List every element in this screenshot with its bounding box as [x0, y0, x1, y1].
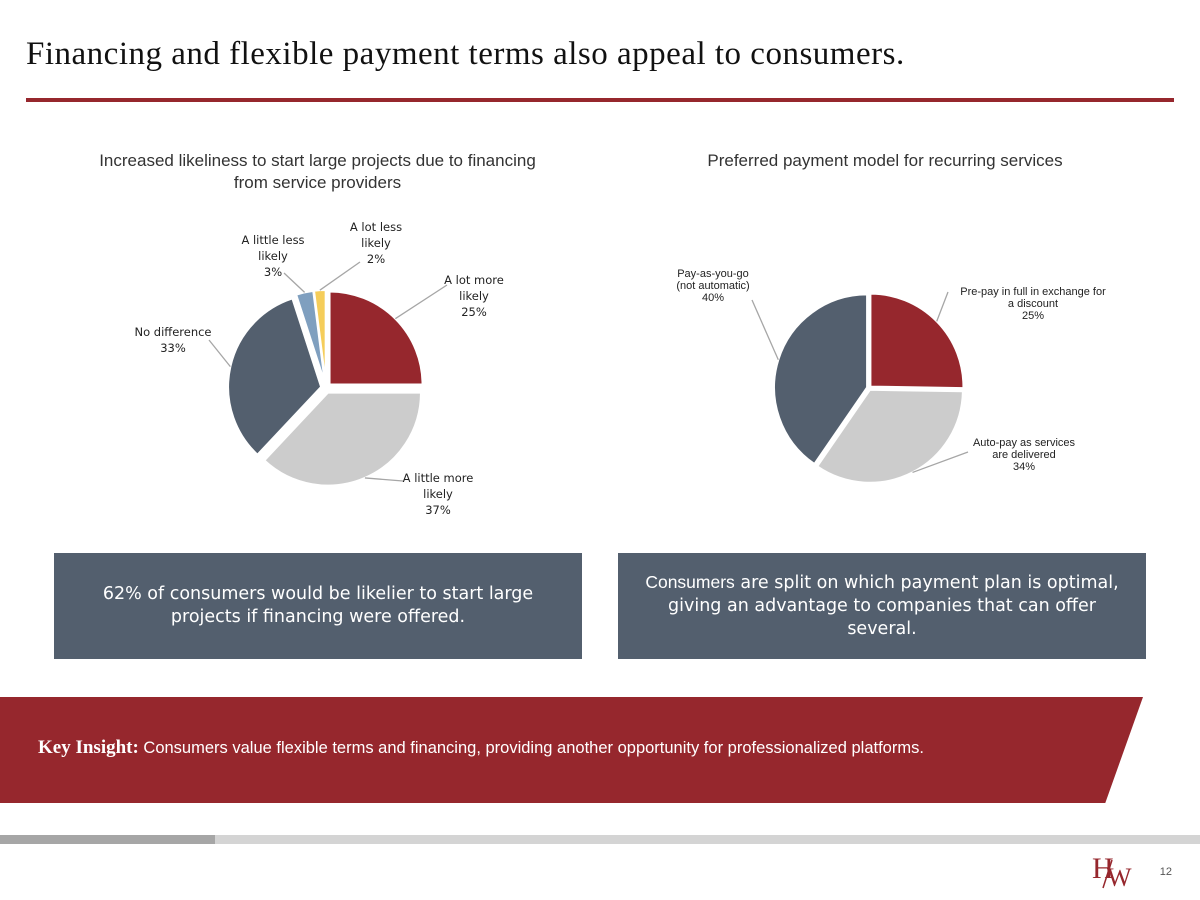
leader-line	[936, 291, 949, 322]
leader-line	[283, 272, 306, 293]
financing-callout: 62% of consumers would be likelier to st…	[54, 553, 582, 659]
chart2-title: Preferred payment model for recurring se…	[707, 151, 1063, 170]
slice-label: Pay-as-you-go (not automatic) 40%	[676, 268, 749, 304]
company-logo: H W	[1092, 852, 1132, 890]
chart1-title: Increased likeliness to start large proj…	[99, 151, 536, 192]
slice-label: A little less likely 3%	[241, 233, 304, 279]
payment-callout-lead: Consumers	[645, 572, 735, 592]
svg-text:H: H	[1092, 852, 1114, 885]
slice-label: A little more likely 37%	[403, 471, 474, 517]
financing-pie-chart: A lot more likely 25% A little more likely 37…	[134, 220, 504, 517]
slide-title: Financing and flexible payment terms als…	[26, 36, 905, 72]
key-insight-label: Key Insight:	[38, 737, 139, 758]
footer-bar-light	[215, 835, 1200, 844]
pie-slice	[869, 292, 965, 390]
pie-slice	[227, 297, 323, 457]
payment-callout-text: Consumers are split on which payment pla…	[638, 571, 1126, 641]
pie-slice	[312, 289, 327, 384]
pie-slice	[773, 293, 869, 466]
title-rule	[26, 98, 1174, 102]
leader-line	[912, 451, 969, 474]
leader-line	[319, 261, 361, 291]
financing-callout-text: 62% of consumers would be likelier to st…	[102, 584, 534, 627]
page-number: 12	[1159, 866, 1172, 878]
payment-model-pie-chart: Pre-pay in full in exchange for a discoun…	[676, 268, 1106, 484]
footer-bar-dark	[0, 835, 215, 844]
key-insight: Key Insight: Consumers value flexible te…	[38, 737, 924, 759]
pie-slice	[262, 391, 422, 487]
pie-slice	[328, 290, 424, 386]
svg-text:W: W	[1107, 863, 1132, 890]
payment-callout: Consumers are split on which payment pla…	[618, 553, 1146, 659]
leader-line	[751, 299, 779, 361]
leader-line	[394, 284, 448, 320]
key-insight-band	[0, 697, 1143, 803]
slice-label: No difference 33%	[134, 325, 211, 355]
leader-line	[364, 477, 404, 482]
slice-label: Auto-pay as services are delivered 34%	[973, 437, 1076, 473]
slice-label: Pre-pay in full in exchange for a discoun…	[960, 286, 1106, 322]
pie-slice	[815, 388, 964, 484]
key-insight-text: Consumers value flexible terms and finan…	[138, 739, 924, 757]
slice-label: A lot more likely 25%	[444, 273, 504, 319]
payment-callout-rest: are split on which payment plan is optim…	[668, 573, 1119, 639]
leader-line	[208, 339, 231, 368]
slice-label: A lot less likely 2%	[350, 220, 402, 266]
